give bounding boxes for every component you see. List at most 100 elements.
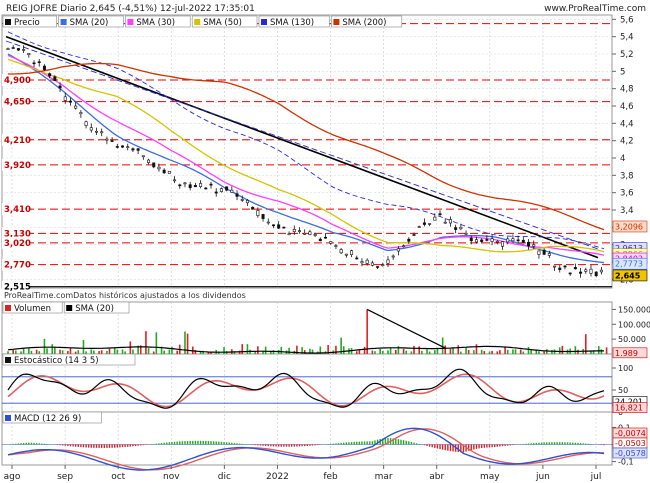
candle-body <box>558 267 562 270</box>
macd-histogram-bar <box>275 444 277 447</box>
volume-bar <box>522 351 525 354</box>
candle-body <box>79 112 83 115</box>
macd-histogram-bar <box>116 444 119 448</box>
vol-y-label: 150.000 <box>618 305 650 314</box>
candle-body <box>469 237 473 242</box>
volume-bar <box>421 350 423 354</box>
volume-bar <box>116 349 119 354</box>
volume-bar <box>381 351 384 354</box>
stoch-legend-label: Estocástico (14 3 5) <box>14 356 99 366</box>
volume-bar <box>246 344 249 354</box>
macd-histogram-bar <box>509 444 512 446</box>
macd-histogram-bar <box>74 444 77 447</box>
candle-body <box>433 216 437 221</box>
volume-bar <box>480 349 483 354</box>
level-label-bg <box>2 74 30 86</box>
macd-histogram-bar <box>277 444 280 447</box>
volume-bar <box>467 350 470 354</box>
volume-bar <box>106 351 108 354</box>
macd-histogram-bar <box>35 443 38 445</box>
macd-histogram-bar <box>408 441 410 445</box>
volume-bar <box>296 345 298 354</box>
candle-body <box>126 146 130 148</box>
candle-body <box>277 224 281 229</box>
candle-body <box>506 238 510 243</box>
volume-bar <box>311 349 314 354</box>
value-tag: 2,7773 <box>615 260 643 269</box>
y-tick-label: 4,2 <box>620 137 634 147</box>
x-tick-label: 2022 <box>266 472 289 482</box>
candle-body <box>438 213 442 215</box>
level-label: 3,020 <box>4 239 31 249</box>
macd-histogram-bar <box>192 440 194 445</box>
macd-panel <box>1 411 613 466</box>
macd-histogram-bar <box>207 441 210 445</box>
macd-histogram-bar <box>548 442 551 445</box>
candle-body <box>266 221 270 224</box>
macd-histogram-bar <box>566 442 569 445</box>
price-legend-label: SMA (130) <box>270 18 314 28</box>
volume-bar <box>54 346 56 354</box>
x-tick-label: jul <box>590 472 602 482</box>
macd-histogram-bar <box>540 442 543 445</box>
volume-bar <box>301 347 303 354</box>
macd-legend-label: MACD (12 26 9) <box>14 414 81 424</box>
candle-body <box>115 146 119 148</box>
x-tick-label: sep <box>57 472 73 482</box>
volume-bar <box>254 351 257 354</box>
macd-histogram-bar <box>205 440 207 445</box>
price-legend-swatch <box>60 19 67 25</box>
price-legend-label: SMA (50) <box>203 18 242 28</box>
candle-body <box>391 255 395 258</box>
macd-histogram-bar <box>103 444 105 448</box>
macd-histogram-bar <box>38 443 40 445</box>
macd-histogram-bar <box>382 438 384 445</box>
level-label-bg <box>2 258 30 271</box>
candle-body <box>63 96 67 101</box>
macd-histogram-bar <box>353 441 355 445</box>
level-label-bg <box>2 203 30 216</box>
candle-body <box>199 183 203 187</box>
stoch-tag: 16,821 <box>615 404 643 413</box>
price-legend-swatch <box>127 19 134 25</box>
macd-histogram-bar <box>12 443 14 445</box>
candle-body <box>94 130 98 133</box>
macd-histogram-bar <box>361 441 363 445</box>
macd-histogram-bar <box>538 442 540 445</box>
volume-bar <box>506 349 509 354</box>
macd-histogram-bar <box>332 443 335 445</box>
macd-histogram-bar <box>87 444 90 448</box>
macd-histogram-bar <box>530 443 532 445</box>
volume-bar <box>288 347 290 354</box>
macd-histogram-bar <box>525 443 527 445</box>
volume-bar <box>303 350 306 354</box>
candle-body <box>381 264 385 267</box>
volume-bar <box>504 347 506 354</box>
candle-body <box>308 231 312 235</box>
macd-histogram-bar <box>121 444 124 448</box>
candle-body <box>32 62 36 65</box>
candle-body <box>204 187 208 190</box>
macd-histogram-bar <box>449 444 452 452</box>
macd-tag-bg <box>612 447 648 459</box>
macd-histogram-bar <box>348 442 350 445</box>
candle-body <box>521 239 525 243</box>
macd-tag: -0,0578 <box>615 449 646 458</box>
macd-legend-box <box>2 411 102 424</box>
macd-histogram-bar <box>28 442 30 445</box>
volume-bar <box>441 337 444 354</box>
volume-legend-label: Volumen <box>14 304 51 314</box>
volume-bar <box>191 346 194 354</box>
volume-bar <box>28 347 30 354</box>
volume-bar <box>113 347 116 354</box>
price-legend-swatch <box>261 19 267 25</box>
volume-bar <box>340 337 342 354</box>
macd-histogram-bar <box>176 441 178 445</box>
candle-body <box>136 148 140 151</box>
macd-histogram-bar <box>142 444 145 446</box>
volume-legend-box <box>63 301 130 314</box>
stoch-tag-bg <box>612 402 648 413</box>
stoch-tag: 24,201 <box>615 397 643 406</box>
value-tag-bg <box>612 220 648 233</box>
